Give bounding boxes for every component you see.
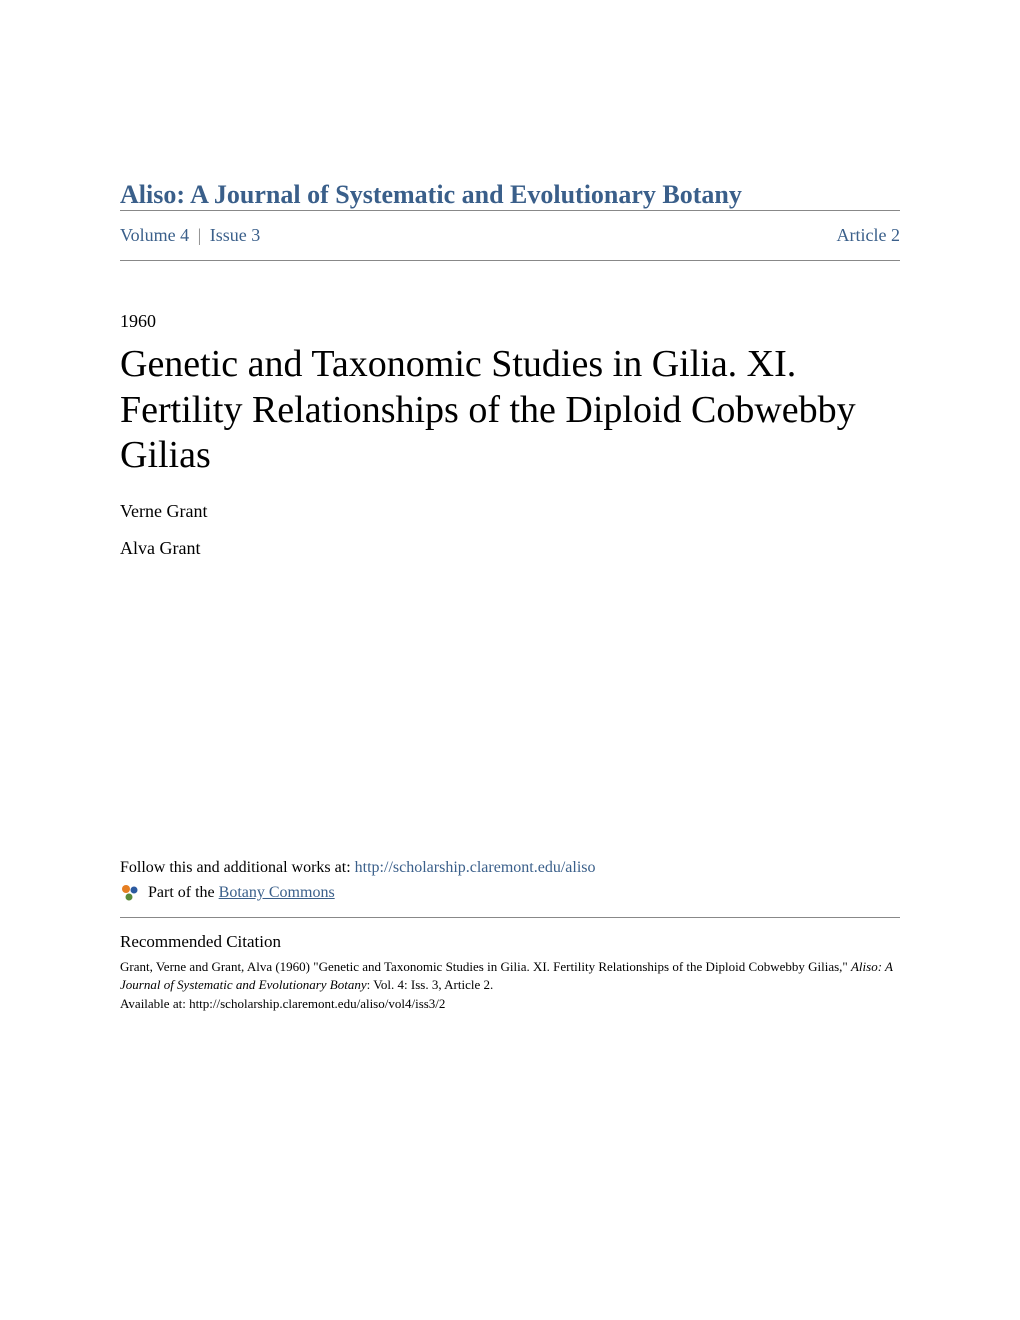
botany-commons-link[interactable]: Botany Commons xyxy=(219,884,335,901)
volume-link[interactable]: Volume 4 xyxy=(120,225,189,245)
article-number-link[interactable]: Article 2 xyxy=(837,225,900,246)
divider-citation xyxy=(120,917,900,918)
follow-prefix: Follow this and additional works at: xyxy=(120,859,355,876)
available-prefix: Available at: xyxy=(120,996,189,1011)
divider-bottom xyxy=(120,260,900,261)
citation-text: Grant, Verne and Grant, Alva (1960) "Gen… xyxy=(120,958,900,994)
issue-left: Volume 4 | Issue 3 xyxy=(120,225,260,246)
part-of-prefix: Part of the xyxy=(148,884,219,901)
follow-link[interactable]: http://scholarship.claremont.edu/aliso xyxy=(355,859,596,876)
article-title: Genetic and Taxonomic Studies in Gilia. … xyxy=(120,342,900,479)
follow-section: Follow this and additional works at: htt… xyxy=(120,859,900,1012)
part-of-row: Part of the Botany Commons xyxy=(120,883,900,903)
citation-after: : Vol. 4: Iss. 3, Article 2. xyxy=(367,977,494,992)
available-url: http://scholarship.claremont.edu/aliso/v… xyxy=(189,996,445,1011)
citation-before: Grant, Verne and Grant, Alva (1960) "Gen… xyxy=(120,959,851,974)
issue-row: Volume 4 | Issue 3 Article 2 xyxy=(120,211,900,260)
network-icon xyxy=(120,883,140,903)
part-of-text: Part of the Botany Commons xyxy=(148,884,335,902)
author-2: Alva Grant xyxy=(120,538,900,559)
follow-line: Follow this and additional works at: htt… xyxy=(120,859,900,877)
author-1: Verne Grant xyxy=(120,501,900,522)
issue-separator: | xyxy=(198,225,202,245)
journal-title-link[interactable]: Aliso: A Journal of Systematic and Evolu… xyxy=(120,180,742,209)
publication-year: 1960 xyxy=(120,311,900,332)
citation-heading: Recommended Citation xyxy=(120,932,900,952)
issue-link[interactable]: Issue 3 xyxy=(210,225,261,245)
available-at: Available at: http://scholarship.claremo… xyxy=(120,996,900,1012)
